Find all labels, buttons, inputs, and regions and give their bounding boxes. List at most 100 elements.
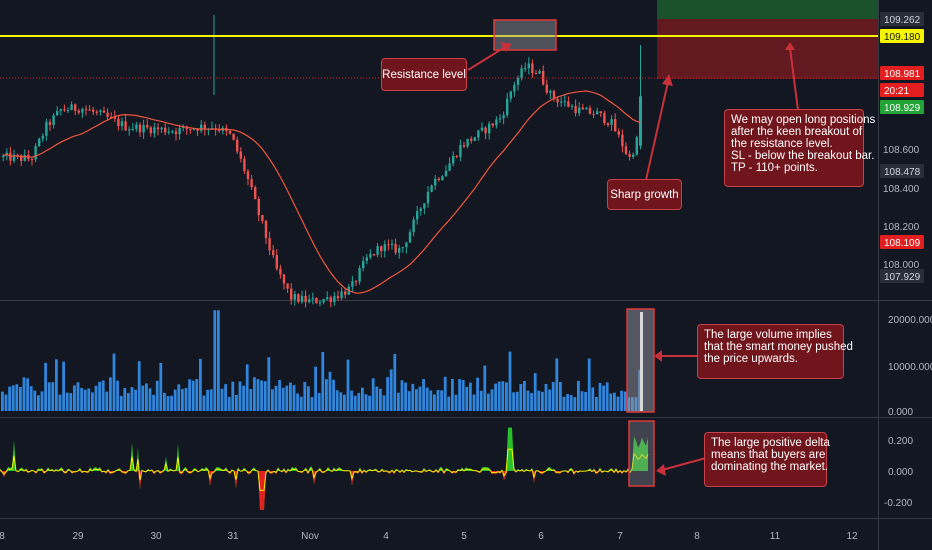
trade-plan-annotation[interactable]: We may open long positions after the keen… [724,109,875,187]
candle [182,124,185,132]
volume-bar [375,386,379,411]
volume-bar [501,381,505,411]
resistance-arrow-head [500,42,512,52]
price-axis-label: 108.000 [883,260,920,271]
candle [77,108,80,115]
candle-body [257,199,260,216]
candle [448,157,451,172]
resistance-level-annotation[interactable]: Resistance level [381,58,467,91]
candle [275,249,278,271]
delta-axis-label: 0.200 [888,436,913,447]
candle [164,123,167,136]
candle-body [516,78,520,85]
candle [538,69,541,75]
candle-body [99,110,102,113]
volume-bar [33,390,37,411]
volume-bar [494,383,497,411]
candle-body [160,127,163,130]
candle [329,295,332,308]
volume-bar [350,390,353,411]
price-tag-background [880,83,924,97]
volume-bar [91,392,94,411]
volume-bar [469,382,472,411]
candle [297,293,300,304]
candle [149,125,152,137]
candle [606,122,610,128]
candle-body [59,109,62,111]
candle-body [171,131,174,133]
candle-body [178,128,181,135]
candle-body [628,153,631,157]
candle-body [48,121,52,125]
candle-body [135,124,138,130]
candle-body [113,116,116,119]
volume-bar [159,362,163,411]
volume-bar [368,395,371,411]
candle-body [606,123,610,125]
price-tag-background [880,12,924,26]
candle [480,122,484,132]
candle [520,64,523,81]
candle [534,69,538,75]
candle-body [534,73,538,75]
candle-body [599,111,602,114]
candle-body [308,299,311,303]
volume-bar [533,373,537,411]
volume-bar [1,391,4,411]
sharp-growth-annotation[interactable]: Sharp growth [607,179,682,210]
volume-bar [602,385,605,411]
candle [300,290,304,304]
volume-bar [577,380,580,411]
candle [362,256,365,272]
delta-highlight-box [628,420,655,487]
candle-body [279,268,282,275]
candle-body [592,113,595,115]
candle-body [318,302,322,304]
candle-body [372,254,376,256]
volume-bar [314,366,317,411]
volume-bar [141,385,145,411]
price-tag-background [880,235,924,249]
candle [92,106,95,116]
candle-body [142,124,145,133]
volume-bar [303,382,307,411]
volume-bar [425,387,429,411]
candle-body [12,154,16,161]
candle [603,110,606,126]
candle [128,126,131,136]
delta-annotation[interactable]: The large positive delta means that buyer… [704,432,830,487]
price-tag-label: 108.109 [884,238,921,249]
candle [617,128,620,138]
candle-body [264,220,268,239]
volume-bar [436,389,440,411]
time-axis-label: 8 [694,531,700,542]
volume-annotation[interactable]: The large volume implies that the smart m… [697,324,853,379]
volume-bar [389,369,393,411]
candle [452,151,455,167]
candle-body [153,127,156,134]
candle-body [596,111,599,115]
candle [34,143,37,163]
volume-bar [202,395,206,411]
volume-bar [454,394,458,411]
volume-bar [346,359,350,411]
candle-body [74,104,77,111]
volume-bar [415,389,418,411]
candle [596,107,599,115]
candle [585,106,588,110]
time-axis-label: Nov [301,531,319,542]
volume-bar [278,379,281,411]
volume-bar [112,353,116,411]
candle-body [567,101,570,107]
candle-body [329,297,332,303]
volume-bars [1,310,641,411]
candle-body [545,84,548,93]
candle-body [484,127,487,134]
candle [315,297,318,304]
candle-body [491,123,494,126]
time-axis-label: 30 [150,531,162,542]
volume-bar [566,394,569,411]
candle [2,153,5,162]
price-tag-background [880,269,924,283]
